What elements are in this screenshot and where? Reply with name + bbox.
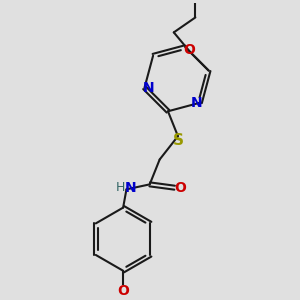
- Text: S: S: [172, 133, 183, 148]
- Text: N: N: [190, 96, 202, 110]
- Text: N: N: [143, 81, 154, 95]
- Text: O: O: [183, 43, 195, 57]
- Text: N: N: [124, 181, 136, 195]
- Text: O: O: [175, 181, 187, 195]
- Text: O: O: [117, 284, 129, 298]
- Text: H: H: [116, 181, 125, 194]
